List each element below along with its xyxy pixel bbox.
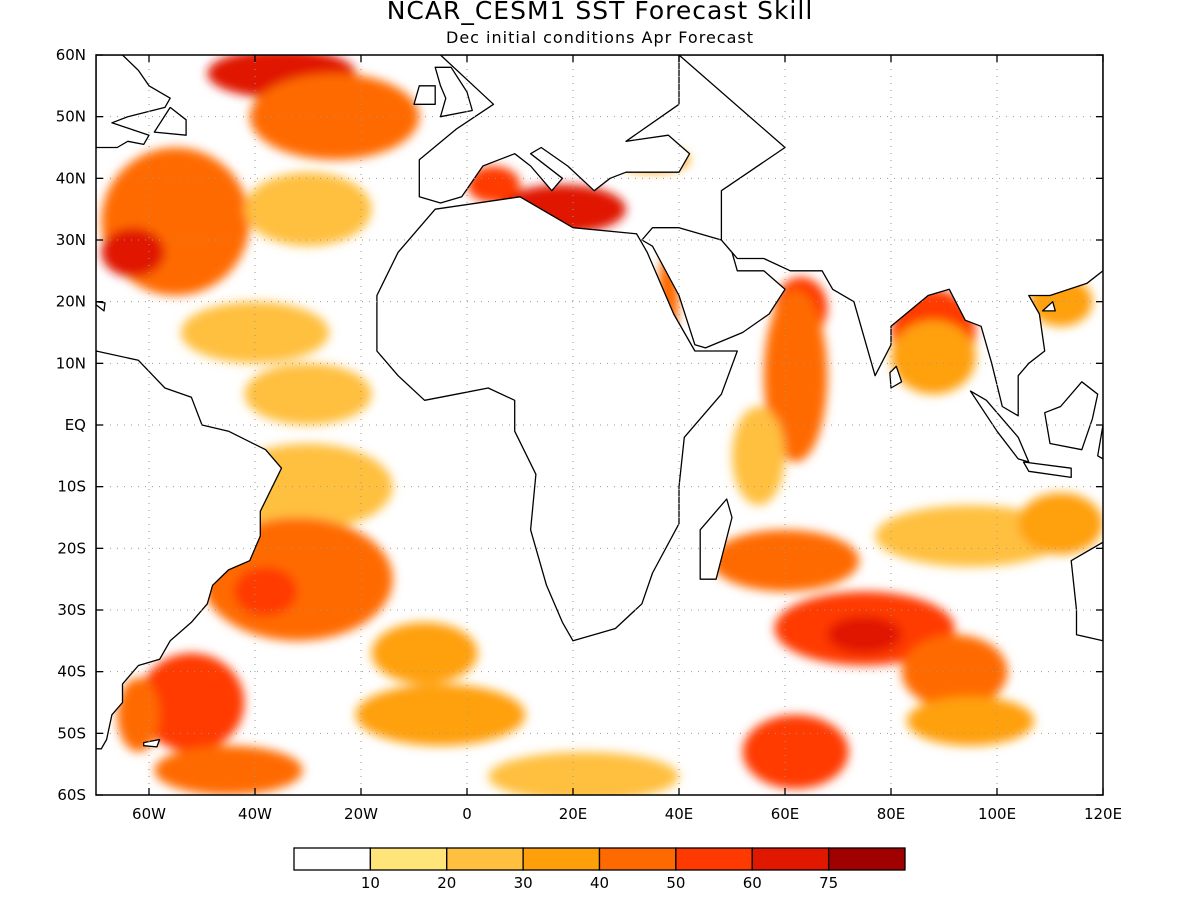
lon-tick-label: 100E xyxy=(978,805,1016,823)
colorbar-swatch xyxy=(598,847,677,871)
colorbar-swatch xyxy=(369,847,448,871)
skill-region-17 xyxy=(233,566,298,617)
skill-region-28 xyxy=(875,505,1066,567)
colorbar-swatch xyxy=(751,847,830,871)
axis-ticks: 60N 50N 40N 30N 20N 10N EQ 10S 20S 30S 40S 50S 60S 60… xyxy=(56,46,1122,823)
colorbar-swatch xyxy=(293,847,372,871)
lat-tick-label: 40S xyxy=(57,663,86,681)
land-arabia xyxy=(641,227,786,349)
lat-tick-label: 20N xyxy=(56,293,86,311)
lon-tick-label: 40E xyxy=(665,805,694,823)
lat-tick-label: 10S xyxy=(57,478,86,496)
lon-tick-label: 40W xyxy=(238,805,272,823)
skill-region-4 xyxy=(244,172,372,247)
colorbar-label: 10 xyxy=(361,874,380,892)
land-britain xyxy=(434,66,473,118)
skill-region-5 xyxy=(180,301,330,364)
land-newfoundland xyxy=(153,106,187,136)
lat-tick-label: 10N xyxy=(56,354,86,372)
lon-tick-label: 20E xyxy=(559,805,588,823)
map-subtitle: Dec initial conditions Apr Forecast xyxy=(446,28,754,47)
land-java xyxy=(1022,461,1072,479)
colorbar: 10 20 30 40 50 60 75 xyxy=(293,847,906,892)
colorbar-label: 75 xyxy=(819,874,838,892)
skill-region-33 xyxy=(732,406,785,506)
land-australia xyxy=(1070,541,1103,642)
lat-tick-label: 50N xyxy=(56,108,86,126)
skill-region-12 xyxy=(763,289,828,462)
land-sumatra xyxy=(969,390,1030,463)
lat-tick-label: 60N xyxy=(56,46,86,64)
lon-tick-label: 60W xyxy=(132,805,166,823)
colorbar-swatch xyxy=(522,847,601,871)
skill-region-29 xyxy=(1018,492,1103,555)
lon-tick-label: 20W xyxy=(344,805,378,823)
land-north-america xyxy=(96,55,171,149)
lat-tick-label: 30S xyxy=(57,601,86,619)
skill-region-22 xyxy=(355,684,526,746)
map-title: NCAR_CESM1 SST Forecast Skill xyxy=(386,0,814,25)
skill-region-20 xyxy=(117,677,160,752)
skill-region-6 xyxy=(244,363,372,425)
lon-tick-label: 120E xyxy=(1084,805,1122,823)
land-sri-lanka xyxy=(889,365,903,389)
skill-region-23 xyxy=(488,751,679,795)
skill-region-14 xyxy=(891,320,976,395)
colorbar-label: 50 xyxy=(666,874,685,892)
skill-region-26 xyxy=(827,616,902,654)
skill-region-19 xyxy=(138,653,245,752)
colorbar-swatch xyxy=(446,847,524,871)
lat-tick-label: 60S xyxy=(57,786,86,804)
land-cuba-fragment xyxy=(96,301,106,312)
lon-tick-label: 0 xyxy=(462,805,472,823)
colorbar-swatch xyxy=(827,847,906,871)
colorbar-label: 40 xyxy=(590,874,609,892)
lat-tick-label: 50S xyxy=(57,724,86,742)
land-hainan xyxy=(1041,301,1056,312)
lat-tick-label: EQ xyxy=(65,416,86,434)
lon-tick-label: 60E xyxy=(771,805,800,823)
colorbar-label: 60 xyxy=(743,874,762,892)
graticule xyxy=(96,55,1103,795)
land-borneo xyxy=(1044,381,1099,451)
land-falklands xyxy=(143,738,161,748)
lon-tick-label: 80E xyxy=(877,805,906,823)
skill-region-21 xyxy=(154,745,303,795)
skill-region-24 xyxy=(710,529,860,592)
land-madagascar xyxy=(699,498,733,580)
land-europe xyxy=(418,55,691,204)
land-iceland xyxy=(340,18,393,24)
skill-region-18 xyxy=(371,622,478,685)
skill-region-30 xyxy=(742,714,849,789)
land-sulawesi xyxy=(1097,424,1103,460)
skill-region-31 xyxy=(906,696,1035,746)
skill-region-27 xyxy=(901,634,1008,709)
skill-region-8 xyxy=(467,166,520,203)
lat-tick-label: 30N xyxy=(56,231,86,249)
skill-region-1 xyxy=(101,227,165,277)
lat-tick-label: 20S xyxy=(57,539,86,557)
land-ireland xyxy=(413,85,436,105)
colorbar-label: 20 xyxy=(437,874,456,892)
colorbar-label: 30 xyxy=(514,874,533,892)
lat-tick-label: 40N xyxy=(56,169,86,187)
colorbar-swatch xyxy=(675,847,753,871)
